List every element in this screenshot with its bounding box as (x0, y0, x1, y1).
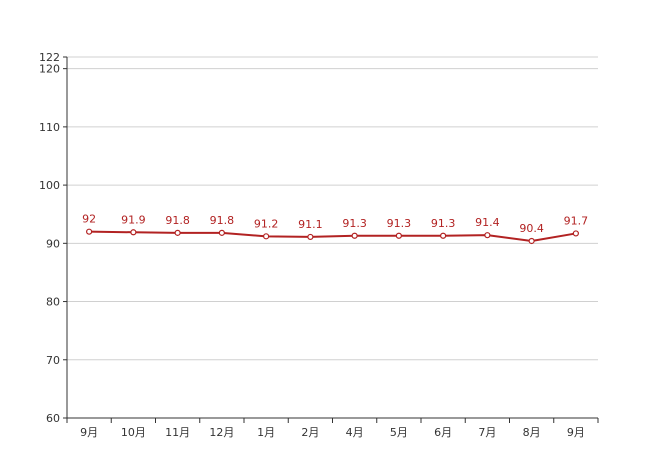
data-label: 92 (82, 213, 96, 226)
x-tick-label: 9月 (80, 426, 98, 439)
data-label: 90.4 (519, 222, 544, 235)
axes (66, 57, 598, 419)
data-label: 91.8 (210, 214, 235, 227)
y-tick-label: 110 (39, 121, 60, 134)
x-axis-ticks: 9月 10月 11月 12月 1月 2月 4月 5月 6月 7月 8月 9月 (66, 418, 599, 439)
y-tick-label: 122 (39, 51, 60, 64)
data-point (307, 233, 314, 241)
x-tick-label: 7月 (478, 426, 496, 439)
y-tick-label: 90 (46, 237, 60, 250)
data-point (351, 232, 358, 239)
data-point (130, 229, 137, 236)
data-label: 91.1 (298, 218, 323, 231)
x-tick-label: 10月 (121, 426, 146, 439)
x-tick-label: 8月 (523, 426, 541, 439)
data-point (572, 230, 579, 237)
data-label: 91.8 (165, 214, 190, 227)
y-tick-label: 70 (46, 354, 60, 367)
data-points (86, 228, 579, 245)
x-tick-label: 6月 (434, 426, 452, 439)
data-point (263, 233, 270, 240)
x-tick-label: 9月 (567, 426, 585, 439)
x-tick-label: 12月 (209, 426, 234, 439)
x-tick-label: 5月 (390, 426, 408, 439)
data-point (440, 232, 447, 239)
y-tick-label: 100 (39, 179, 60, 192)
data-point (86, 228, 93, 235)
data-point (218, 229, 225, 236)
x-tick-label: 1月 (257, 426, 275, 439)
data-point (528, 237, 535, 245)
data-label: 91.3 (342, 217, 367, 230)
data-label: 91.2 (254, 217, 279, 230)
data-point (484, 232, 491, 239)
data-label: 91.3 (431, 217, 456, 230)
x-tick-label: 2月 (301, 426, 319, 439)
data-point (174, 229, 181, 236)
data-label: 91.3 (387, 217, 412, 230)
y-tick-label: 120 (39, 63, 60, 76)
x-tick-label: 11月 (165, 426, 190, 439)
series-line-0 (89, 230, 577, 242)
grid-lines (67, 56, 598, 361)
series-line (89, 230, 577, 242)
data-labels: 92 91.9 91.8 91.8 91.2 91.1 91.3 91.3 91.3 91.4 90… (82, 213, 588, 235)
data-label: 91.7 (564, 214, 589, 227)
data-label: 91.4 (475, 216, 500, 229)
y-tick-label: 80 (46, 296, 60, 309)
y-tick-label: 60 (46, 412, 60, 425)
x-tick-label: 4月 (346, 426, 364, 439)
data-label: 91.9 (121, 213, 146, 226)
data-point (395, 232, 402, 239)
